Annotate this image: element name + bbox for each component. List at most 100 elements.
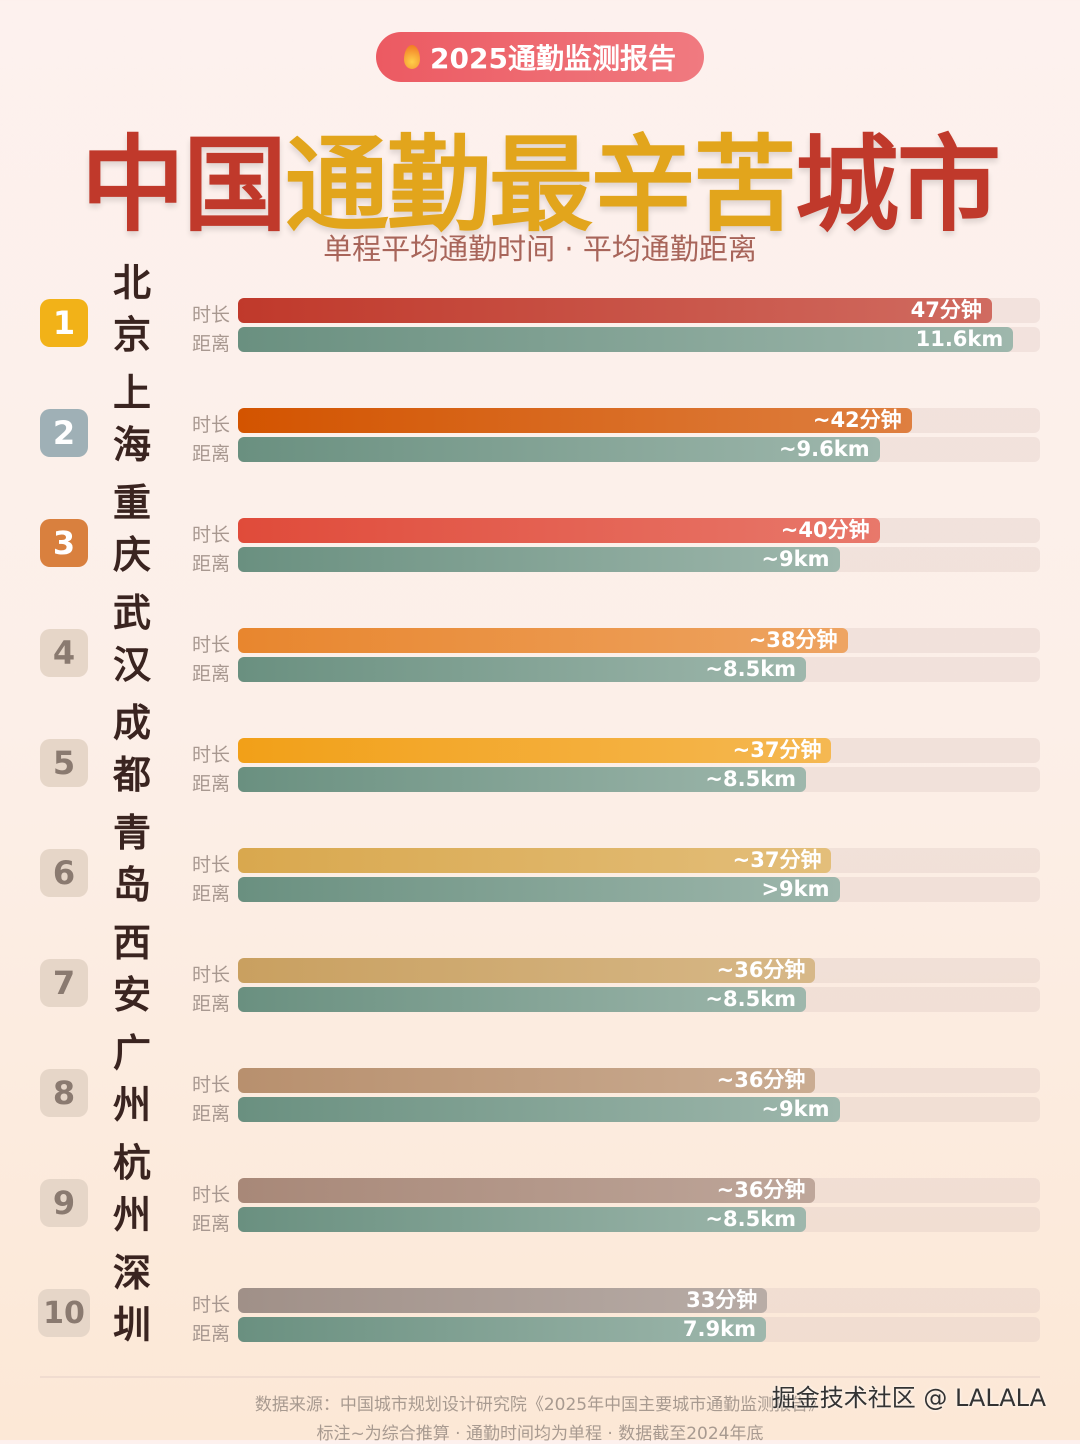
report-badge-label: 2025通勤监测报告 bbox=[430, 42, 676, 75]
city-char: 安 bbox=[112, 973, 151, 1017]
city-char: 北 bbox=[112, 261, 151, 305]
duration-label: 时长 bbox=[192, 854, 231, 876]
duration-track: ~38分钟 bbox=[238, 628, 1040, 653]
duration-bar: ~37分钟 bbox=[238, 848, 832, 873]
rank-badge: 1 bbox=[40, 299, 88, 347]
duration-track: ~36分钟 bbox=[238, 1068, 1040, 1093]
subtitle: 单程平均通勤时间 · 平均通勤距离 bbox=[323, 232, 757, 266]
distance-value: ~8.5km bbox=[705, 987, 797, 1011]
distance-value: ~8.5km bbox=[705, 657, 797, 681]
duration-value: ~37分钟 bbox=[732, 738, 822, 762]
city-name: 杭州 bbox=[110, 1137, 154, 1241]
city-row: 8 广州 时长 距离 ~36分钟 ~9km bbox=[0, 1031, 1080, 1152]
city-row: 3 重庆 时长 距离 ~40分钟 ~9km bbox=[0, 481, 1080, 602]
city-char: 州 bbox=[112, 1083, 151, 1127]
city-char: 重 bbox=[112, 481, 151, 525]
duration-value: ~36分钟 bbox=[716, 958, 806, 982]
title-part: 中国 bbox=[80, 124, 287, 246]
distance-bar: ~8.5km bbox=[238, 1207, 807, 1232]
city-char: 西 bbox=[112, 921, 151, 965]
city-name: 武汉 bbox=[110, 587, 154, 691]
city-row: 5 成都 时长 距离 ~37分钟 ~8.5km bbox=[0, 701, 1080, 822]
distance-bar: 11.6km bbox=[238, 327, 1014, 352]
city-row: 4 武汉 时长 距离 ~38分钟 ~8.5km bbox=[0, 591, 1080, 712]
duration-bar: 33分钟 bbox=[238, 1288, 768, 1313]
distance-track: ~8.5km bbox=[238, 987, 1040, 1012]
city-char: 州 bbox=[112, 1193, 151, 1237]
duration-bar: ~36分钟 bbox=[238, 1068, 816, 1093]
duration-track: ~40分钟 bbox=[238, 518, 1040, 543]
distance-label: 距离 bbox=[192, 333, 231, 355]
distance-label: 距离 bbox=[192, 1213, 231, 1235]
city-char: 岛 bbox=[112, 863, 151, 907]
duration-bar: ~42分钟 bbox=[238, 408, 912, 433]
distance-value: 11.6km bbox=[915, 327, 1004, 351]
duration-label: 时长 bbox=[192, 964, 231, 986]
distance-track: ~9km bbox=[238, 1097, 1040, 1122]
duration-bar: ~38分钟 bbox=[238, 628, 848, 653]
distance-value: 7.9km bbox=[682, 1317, 756, 1341]
rank-badge: 5 bbox=[40, 739, 88, 787]
city-char: 上 bbox=[112, 371, 151, 415]
duration-bar: ~37分钟 bbox=[238, 738, 832, 763]
duration-label: 时长 bbox=[192, 1074, 231, 1096]
distance-bar: ~9km bbox=[238, 547, 840, 572]
title-part: 城市 bbox=[795, 124, 1001, 246]
distance-value: ~9km bbox=[761, 547, 830, 571]
distance-value: ~8.5km bbox=[705, 767, 797, 791]
distance-label: 距离 bbox=[192, 443, 231, 465]
distance-bar: ~9km bbox=[238, 1097, 840, 1122]
rank-badge: 7 bbox=[40, 959, 88, 1007]
duration-track: ~42分钟 bbox=[238, 408, 1040, 433]
distance-label: 距离 bbox=[192, 1103, 231, 1125]
rank-badge: 6 bbox=[40, 849, 88, 897]
distance-track: ~8.5km bbox=[238, 1207, 1040, 1232]
city-char: 杭 bbox=[112, 1141, 151, 1185]
distance-value: >9km bbox=[761, 877, 830, 901]
distance-track: 11.6km bbox=[238, 327, 1040, 352]
duration-track: ~36分钟 bbox=[238, 1178, 1040, 1203]
city-char: 青 bbox=[112, 811, 151, 855]
rank-badge: 8 bbox=[40, 1069, 88, 1117]
duration-value: ~38分钟 bbox=[748, 628, 838, 652]
duration-bar: 47分钟 bbox=[238, 298, 992, 323]
distance-label: 距离 bbox=[192, 553, 231, 575]
watermark: 掘金技术社区 @ LALALA bbox=[771, 1384, 1046, 1412]
city-name: 深圳 bbox=[110, 1247, 154, 1351]
city-char: 武 bbox=[112, 591, 151, 635]
duration-label: 时长 bbox=[192, 524, 231, 546]
duration-label: 时长 bbox=[192, 414, 231, 436]
city-char: 汉 bbox=[112, 643, 151, 687]
duration-bar: ~40分钟 bbox=[238, 518, 880, 543]
duration-track: 33分钟 bbox=[238, 1288, 1040, 1313]
distance-bar: >9km bbox=[238, 877, 840, 902]
city-row: 2 上海 时长 距离 ~42分钟 ~9.6km bbox=[0, 371, 1080, 492]
distance-bar: ~9.6km bbox=[238, 437, 880, 462]
duration-track: 47分钟 bbox=[238, 298, 1040, 323]
city-char: 都 bbox=[112, 753, 151, 797]
duration-label: 时长 bbox=[192, 1184, 231, 1206]
distance-track: ~9.6km bbox=[238, 437, 1040, 462]
city-char: 成 bbox=[112, 701, 151, 745]
city-char: 圳 bbox=[112, 1303, 151, 1347]
city-name: 重庆 bbox=[110, 477, 154, 581]
city-row: 6 青岛 时长 距离 ~37分钟 >9km bbox=[0, 811, 1080, 932]
duration-track: ~37分钟 bbox=[238, 848, 1040, 873]
rank-badge: 3 bbox=[40, 519, 88, 567]
distance-bar: 7.9km bbox=[238, 1317, 766, 1342]
duration-value: ~36分钟 bbox=[716, 1178, 806, 1202]
duration-value: ~36分钟 bbox=[716, 1068, 806, 1092]
distance-bar: ~8.5km bbox=[238, 767, 807, 792]
city-name: 上海 bbox=[110, 367, 154, 471]
divider bbox=[40, 1376, 1040, 1378]
duration-value: ~42分钟 bbox=[812, 408, 902, 432]
distance-track: >9km bbox=[238, 877, 1040, 902]
duration-bar: ~36分钟 bbox=[238, 1178, 816, 1203]
rank-badge: 10 bbox=[38, 1289, 90, 1337]
rank-badge: 4 bbox=[40, 629, 88, 677]
city-char: 海 bbox=[112, 423, 151, 467]
city-name: 成都 bbox=[110, 697, 154, 801]
city-name: 北京 bbox=[110, 257, 154, 361]
distance-track: ~9km bbox=[238, 547, 1040, 572]
distance-track: ~8.5km bbox=[238, 657, 1040, 682]
